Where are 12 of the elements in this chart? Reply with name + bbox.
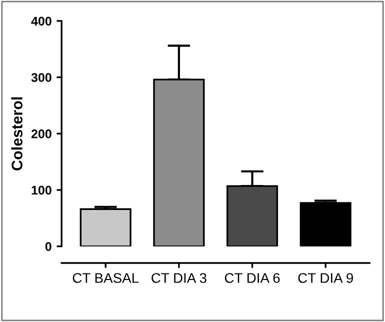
y-tick-label: 0 bbox=[45, 242, 52, 251]
y-tick-label: 200 bbox=[31, 129, 52, 138]
x-tick-label: CT DIA 6 bbox=[224, 273, 280, 283]
y-tick-label: 300 bbox=[31, 73, 52, 82]
x-tick-label: CT DIA 9 bbox=[298, 273, 353, 283]
x-tick-label: CT BASAL bbox=[72, 273, 139, 283]
y-tick-label: 100 bbox=[32, 186, 52, 195]
y-tick-label: 400 bbox=[31, 16, 52, 26]
y-axis-title: Colesterol bbox=[11, 97, 22, 170]
bar bbox=[300, 202, 352, 246]
bar bbox=[80, 208, 132, 246]
x-tick-label: CT DIA 3 bbox=[152, 273, 206, 283]
